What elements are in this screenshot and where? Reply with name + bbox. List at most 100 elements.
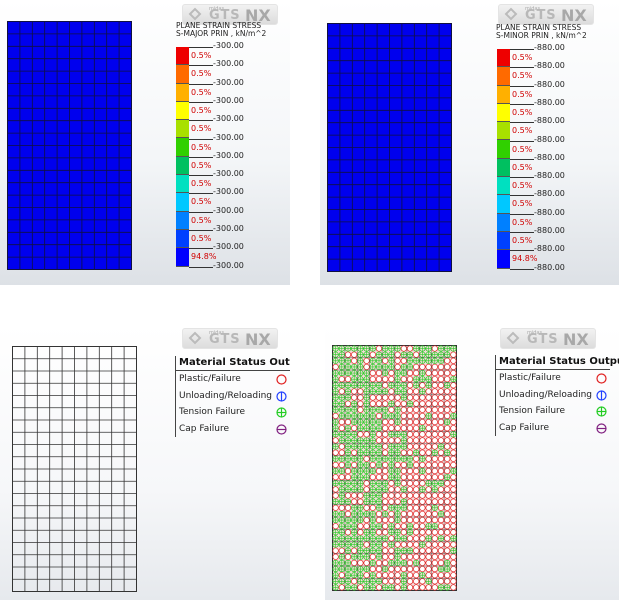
legend-value-label: -880.00 xyxy=(534,152,565,162)
legend-percent-label: 0.5% xyxy=(191,124,212,134)
tension-failure-marker xyxy=(394,553,401,560)
tension-failure-marker xyxy=(332,467,339,475)
plastic-failure-marker xyxy=(419,431,426,438)
plastic-failure-marker xyxy=(413,394,420,401)
tension-failure-marker xyxy=(357,357,364,364)
color-scale-swatch xyxy=(176,193,189,212)
legend-tick xyxy=(510,140,534,142)
plastic-failure-marker xyxy=(431,394,438,401)
legend-tick xyxy=(510,213,534,215)
color-scale-swatch xyxy=(176,65,189,84)
plastic-failure-marker xyxy=(413,388,420,395)
plastic-failure-marker xyxy=(351,498,358,505)
tension-failure-marker xyxy=(425,480,432,487)
tension-failure-marker xyxy=(332,510,339,518)
tension-failure-marker xyxy=(351,529,358,536)
tension-failure-marker xyxy=(351,412,358,420)
plastic-failure-marker xyxy=(375,431,383,438)
plastic-failure-marker xyxy=(431,510,438,518)
tension-failure-marker xyxy=(363,498,370,505)
tension-failure-marker xyxy=(406,529,414,536)
legend-title-line1: PLANE STRAIN STRESS xyxy=(176,21,262,30)
tension-failure-marker xyxy=(351,572,358,579)
plastic-failure-marker xyxy=(413,425,420,432)
legend-value-label: -300.00 xyxy=(213,41,244,50)
tension-failure-marker xyxy=(338,351,345,358)
tension-failure-marker xyxy=(425,382,432,389)
plastic-failure-marker xyxy=(431,369,438,377)
plastic-failure-marker xyxy=(400,400,407,407)
tension-failure-marker xyxy=(431,486,438,493)
tension-failure-marker xyxy=(357,535,364,542)
logo-small-text: midas xyxy=(527,330,543,336)
legend-tick xyxy=(189,47,213,48)
tension-failure-marker xyxy=(357,504,364,511)
tension-failure-marker xyxy=(338,369,345,377)
legend-percent-label: 94.8% xyxy=(512,254,538,264)
tension-failure-marker xyxy=(419,467,426,475)
plastic-failure-marker xyxy=(357,388,364,395)
plastic-failure-marker xyxy=(431,516,438,524)
tension-failure-marker xyxy=(363,535,370,542)
plastic-failure-marker xyxy=(394,572,401,579)
plastic-failure-marker xyxy=(425,510,432,518)
plastic-failure-marker xyxy=(444,529,451,536)
tension-failure-marker xyxy=(400,535,407,542)
plastic-failure-marker xyxy=(431,498,438,505)
plastic-failure-marker xyxy=(351,559,358,567)
plastic-failure-marker xyxy=(344,351,352,358)
legend-tick xyxy=(510,250,534,252)
tension-failure-marker xyxy=(388,357,395,364)
plastic-failure-marker xyxy=(344,492,352,499)
tension-failure-marker xyxy=(344,541,352,548)
plastic-failure-marker xyxy=(437,547,445,554)
tension-failure-marker xyxy=(344,535,352,542)
plastic-failure-marker xyxy=(419,529,426,536)
color-scale-swatch xyxy=(497,177,510,196)
plastic-failure-marker xyxy=(425,559,432,567)
plastic-failure-marker xyxy=(338,461,345,469)
plastic-failure-marker xyxy=(450,455,457,462)
plastic-failure-marker xyxy=(425,572,432,579)
legend-percent-label: 0.5% xyxy=(191,87,212,97)
logo-gts-text: GTS xyxy=(209,8,241,23)
tension-failure-marker xyxy=(375,443,383,450)
tension-failure-marker xyxy=(388,443,395,450)
plastic-failure-marker xyxy=(413,516,420,524)
plastic-failure-marker xyxy=(413,461,420,469)
plastic-failure-marker xyxy=(332,523,339,530)
plastic-failure-marker xyxy=(332,449,339,456)
plastic-failure-marker xyxy=(413,523,420,530)
plastic-failure-marker xyxy=(400,553,407,560)
material-status-label: Tension Failure xyxy=(179,407,246,417)
gts-nx-logo: midas GTS NX xyxy=(182,4,278,25)
plastic-failure-marker xyxy=(437,553,445,560)
tension-failure-marker xyxy=(406,357,414,364)
legend-tick xyxy=(189,83,213,85)
tension-failure-marker xyxy=(332,535,339,542)
plastic-failure-marker xyxy=(406,449,414,456)
plastic-failure-marker xyxy=(406,559,414,567)
tension-failure-marker xyxy=(351,382,358,389)
tension-failure-marker xyxy=(363,412,370,420)
plastic-failure-marker xyxy=(425,492,432,499)
plastic-failure-marker xyxy=(437,559,445,567)
tension-failure-marker xyxy=(344,486,352,493)
plastic-failure-marker xyxy=(419,504,426,511)
plastic-failure-marker xyxy=(450,449,457,456)
plastic-failure-marker xyxy=(406,504,414,511)
tension-failure-marker xyxy=(394,529,401,536)
plastic-failure-marker xyxy=(406,498,414,505)
material-status-item: Tension Failure xyxy=(175,404,290,421)
tension-failure-marker xyxy=(338,578,345,585)
plastic-failure-marker xyxy=(369,369,376,377)
tension-failure-marker xyxy=(382,535,389,542)
plastic-failure-marker xyxy=(363,455,370,462)
tension-failure-marker xyxy=(363,547,370,554)
gts-nx-logo: midas GTS NX xyxy=(500,328,596,349)
plastic-failure-marker xyxy=(419,584,426,591)
plastic-failure-marker xyxy=(425,498,432,505)
plastic-failure-marker xyxy=(406,394,414,401)
tension-failure-marker xyxy=(357,363,364,371)
tension-failure-marker xyxy=(344,572,352,579)
